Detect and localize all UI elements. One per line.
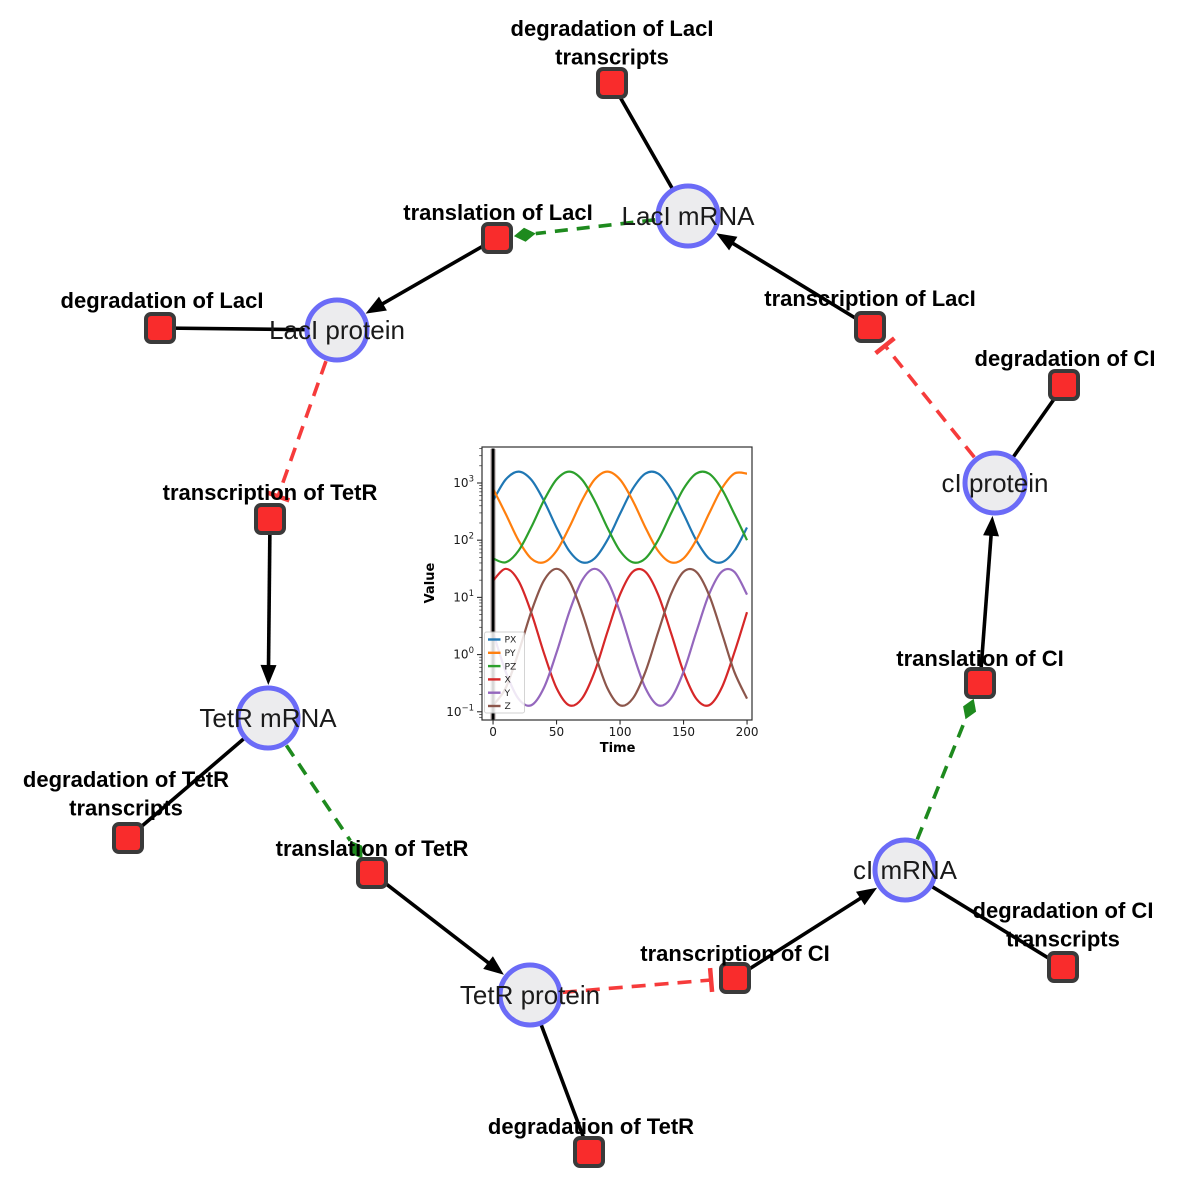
- x-tick-label: 0: [489, 725, 497, 739]
- reaction-label-deg_ci: degradation of CI: [975, 346, 1156, 371]
- reaction-label-transcr_ci: transcription of CI: [640, 941, 829, 966]
- edge-inhibition-laci_protein-transcr_tetr: [265, 360, 328, 503]
- species-label-tetr_protein: TetR protein: [460, 980, 600, 1010]
- reaction-nodes-layer: [112, 67, 1080, 1168]
- reaction-label-transl_ci: translation of CI: [896, 646, 1063, 671]
- legend-label-Z: Z: [505, 701, 511, 712]
- diamond-arrowhead-icon: [350, 840, 363, 859]
- y-axis-label: Value: [423, 562, 438, 603]
- species-label-laci_protein: LacI protein: [269, 315, 405, 345]
- inhibition-tee-icon: [265, 490, 291, 503]
- legend-label-X: X: [505, 675, 511, 686]
- diamond-arrowhead-icon: [963, 698, 977, 720]
- x-tick-label: 100: [609, 725, 632, 739]
- species-node-tetr_mrna: [235, 685, 301, 751]
- inhibition-tee-icon: [707, 967, 715, 993]
- series-line-Z: [492, 567, 748, 707]
- plot-frame: [481, 446, 753, 721]
- reaction-label-deg_tetr_tx-line1: degradation of TetR: [23, 767, 229, 792]
- reaction-node-deg_laci: [144, 312, 176, 344]
- species-label-laci_mrna: LacI mRNA: [622, 201, 756, 231]
- reaction-node-transcr_tetr: [254, 503, 286, 535]
- y-tick-label: 102: [453, 532, 474, 548]
- arrowhead-icon: [983, 515, 999, 537]
- arrowhead-icon: [365, 296, 387, 314]
- reaction-node-deg_ci: [1048, 369, 1080, 401]
- reaction-node-deg_ci_tx: [1047, 951, 1079, 983]
- reaction-label-transl_tetr: translation of TetR: [276, 836, 469, 861]
- x-tick-label: 50: [549, 725, 564, 739]
- reaction-node-transcr_ci: [719, 962, 751, 994]
- edge-production-transcr_tetr-tetr_mrna: [260, 518, 277, 685]
- edge-inhibition-ci_protein-transcr_laci: [874, 336, 976, 459]
- species-node-ci_mrna: [872, 837, 938, 903]
- arrowhead-icon: [856, 887, 878, 906]
- x-tick-label: 150: [672, 725, 695, 739]
- reaction-node-deg_tetr_tx: [112, 822, 144, 854]
- species-node-ci_protein: [962, 450, 1028, 516]
- legend-label-Y: Y: [504, 688, 511, 699]
- arrowhead-icon: [260, 664, 277, 685]
- reaction-label-deg_laci: degradation of LacI: [61, 288, 264, 313]
- legend-label-PZ: PZ: [505, 661, 517, 672]
- y-tick-label: 10−1: [446, 703, 474, 719]
- reaction-label-transcr_laci: transcription of LacI: [764, 286, 975, 311]
- reaction-label-deg_laci_tx-line1: degradation of LacI: [511, 16, 714, 41]
- reaction-node-transcr_laci: [854, 311, 886, 343]
- reaction-label-deg_tetr_tx-line2: transcripts: [69, 796, 183, 821]
- series-line-PZ: [492, 470, 748, 564]
- inhibition-tee-icon: [874, 336, 896, 355]
- series-line-PY: [492, 470, 748, 564]
- y-tick-label: 103: [453, 474, 474, 490]
- y-tick-label: 100: [453, 646, 474, 662]
- reaction-node-transl_laci: [481, 222, 513, 254]
- reaction-node-transl_ci: [964, 667, 996, 699]
- reaction-node-deg_tetr: [573, 1136, 605, 1168]
- y-tick-label: 101: [453, 589, 474, 605]
- reaction-label-transcr_tetr: transcription of TetR: [163, 480, 378, 505]
- reaction-label-deg_laci_tx-line2: transcripts: [555, 45, 669, 70]
- species-label-tetr_mrna: TetR mRNA: [199, 703, 337, 733]
- labels-layer: LacI mRNA LacI protein TetR mRNA TetR prote…: [23, 16, 1156, 1139]
- edge-production-transcr_ci-ci_mrna: [734, 887, 878, 980]
- series-line-PX: [492, 470, 748, 564]
- reaction-label-transl_laci: translation of LacI: [403, 200, 592, 225]
- reaction-label-deg_ci_tx-line1: degradation of CI: [973, 898, 1154, 923]
- reaction-label-deg_ci_tx-line2: transcripts: [1006, 927, 1120, 952]
- x-tick-label: 200: [736, 725, 759, 739]
- species-label-ci_mrna: cI mRNA: [853, 855, 958, 885]
- series-line-Y: [491, 567, 748, 707]
- species-nodes-layer: [235, 183, 1028, 1028]
- species-node-laci_mrna: [655, 183, 721, 249]
- legend: PX PY PZ XYZ: [484, 631, 525, 714]
- reaction-node-transl_tetr: [356, 857, 388, 889]
- legend-label-PX: PX: [505, 635, 517, 646]
- arrowhead-icon: [483, 956, 504, 975]
- reaction-node-deg_laci_tx: [596, 67, 628, 99]
- edge-production-transl_laci-laci_protein: [365, 236, 498, 314]
- series-line-X: [492, 567, 749, 707]
- species-node-tetr_protein: [497, 962, 563, 1028]
- edge-modifier-laci_mrna-transl_laci: [513, 217, 656, 242]
- edge-production-transl_tetr-tetr_protein: [370, 871, 504, 975]
- edge-modifier-tetr_mrna-transl_tetr: [284, 744, 363, 859]
- reaction-label-deg_tetr: degradation of TetR: [488, 1114, 694, 1139]
- time-series-inset-plot: 0 50 100 150 20010310210110010−1TimeValuePXP…: [423, 446, 759, 756]
- edge-inhibition-tetr_protein-transcr_ci: [562, 967, 715, 995]
- x-axis-label: Time: [600, 741, 636, 756]
- legend-label-PY: PY: [505, 648, 516, 659]
- edge-modifier-ci_mrna-transl_ci: [915, 698, 977, 841]
- edge-production-transl_ci-ci_protein: [978, 515, 999, 684]
- arrowhead-icon: [716, 233, 738, 251]
- species-node-laci_protein: [304, 297, 370, 363]
- edge-production-transcr_laci-laci_mrna: [716, 233, 871, 329]
- diamond-arrowhead-icon: [513, 227, 536, 242]
- species-label-ci_protein: cI protein: [942, 468, 1049, 498]
